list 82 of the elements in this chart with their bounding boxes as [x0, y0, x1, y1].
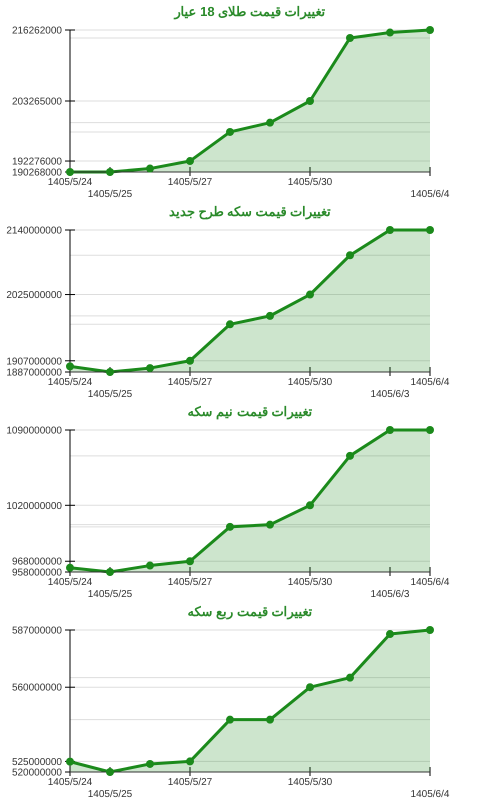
- point: [146, 760, 154, 768]
- x-tick-label: 1405/5/25: [88, 389, 133, 400]
- point: [266, 312, 274, 320]
- point: [66, 362, 74, 370]
- x-tick-label: 1405/5/24: [48, 177, 93, 188]
- x-tick-label: 1405/5/24: [48, 377, 93, 388]
- x-tick-label: 1405/6/3: [370, 389, 410, 400]
- point: [226, 320, 234, 328]
- y-tick-label: 587000000: [12, 626, 62, 636]
- point: [186, 356, 194, 365]
- point: [346, 452, 354, 460]
- point: [426, 26, 434, 34]
- point: [426, 626, 434, 634]
- point: [306, 290, 314, 299]
- point: [186, 557, 194, 566]
- point: [386, 226, 394, 234]
- chart-title: تغییرات قیمت ربع سکه: [188, 604, 312, 620]
- y-tick-label: 520000000: [12, 768, 62, 778]
- point: [226, 128, 234, 136]
- point: [226, 716, 234, 724]
- point: [386, 630, 394, 638]
- point: [106, 768, 114, 776]
- point: [306, 501, 314, 510]
- point: [306, 97, 314, 105]
- point: [66, 564, 74, 572]
- point: [226, 522, 234, 531]
- point: [386, 28, 394, 37]
- point: [346, 674, 354, 682]
- y-tick-label: 958000000: [12, 568, 62, 578]
- x-tick-label: 1405/5/27: [168, 177, 213, 188]
- y-tick-label: 1020000000: [6, 500, 62, 512]
- x-tick-label: 1405/5/27: [168, 577, 213, 588]
- x-tick-label: 1405/5/25: [88, 589, 133, 600]
- x-tick-label: 1405/5/30: [288, 577, 333, 588]
- y-tick-label: 192276000: [12, 156, 62, 168]
- x-tick-label: 1405/6/4: [410, 377, 450, 388]
- point: [306, 683, 314, 692]
- point: [386, 426, 394, 434]
- point: [266, 716, 274, 724]
- point: [106, 568, 114, 576]
- point: [146, 562, 154, 570]
- y-tick-label: 203265000: [12, 96, 62, 108]
- point: [66, 758, 74, 766]
- point: [426, 426, 434, 434]
- point: [346, 251, 354, 260]
- point: [106, 368, 114, 376]
- x-tick-label: 1405/5/25: [88, 189, 133, 200]
- y-tick-label: 1907000000: [6, 356, 62, 368]
- y-tick-label: 968000000: [12, 556, 62, 568]
- x-tick-label: 1405/5/30: [288, 777, 333, 788]
- y-tick-label: 2140000000: [6, 226, 62, 236]
- x-tick-label: 1405/6/4: [410, 189, 450, 200]
- point: [266, 520, 274, 529]
- point: [106, 168, 114, 176]
- x-tick-label: 1405/5/24: [48, 777, 93, 788]
- y-tick-label: 190268000: [12, 168, 62, 178]
- chart-title: تغییرات قیمت نیم سکه: [188, 404, 312, 420]
- x-tick-label: 1405/5/27: [168, 377, 213, 388]
- x-tick-label: 1405/5/27: [168, 777, 213, 788]
- x-tick-label: 1405/5/24: [48, 577, 93, 588]
- x-tick-label: 1405/5/30: [288, 177, 333, 188]
- x-tick-label: 1405/6/4: [410, 789, 450, 800]
- point: [346, 34, 354, 42]
- y-tick-label: 1090000000: [6, 426, 62, 436]
- y-tick-label: 560000000: [12, 682, 62, 694]
- point: [146, 364, 154, 372]
- y-tick-label: 1887000000: [6, 368, 62, 378]
- point: [66, 168, 74, 176]
- point: [146, 164, 154, 173]
- x-tick-label: 1405/5/25: [88, 789, 133, 800]
- point: [186, 757, 194, 766]
- chart-title: تغییرات قیمت طلای 18 عیار: [174, 4, 326, 20]
- x-tick-label: 1405/5/30: [288, 377, 333, 388]
- y-tick-label: 2025000000: [6, 290, 62, 302]
- chart-title: تغییرات قیمت سکه طرح جدید: [168, 204, 332, 220]
- point: [186, 157, 194, 166]
- point: [426, 226, 434, 234]
- y-tick-label: 216262000: [12, 26, 62, 36]
- x-tick-label: 1405/6/3: [370, 589, 410, 600]
- y-tick-label: 525000000: [12, 756, 62, 768]
- point: [266, 118, 274, 127]
- x-tick-label: 1405/6/4: [410, 577, 450, 588]
